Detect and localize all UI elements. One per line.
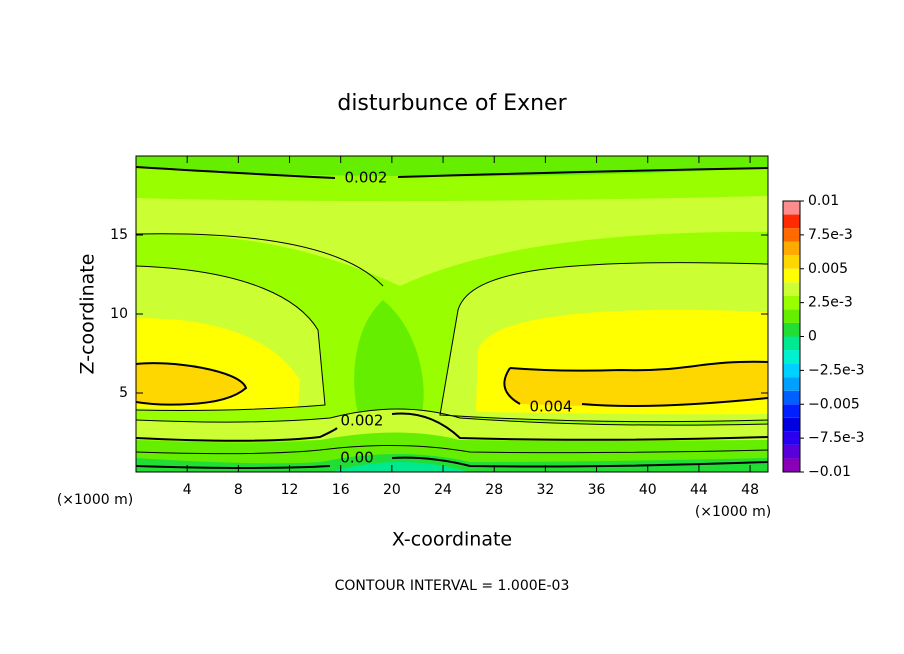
contour-fill [136,196,768,286]
contour-label: 0.004 [530,398,573,416]
contour-line [136,412,768,442]
x-tick-label: 48 [741,482,759,498]
x-tick-label: 28 [485,482,503,498]
contour-fill [330,462,470,472]
colorbar-band [783,295,800,310]
colorbar-band [783,350,800,364]
contour-fill [354,300,424,420]
colorbar-tick-label: −7.5e-3 [808,430,865,446]
contour-label: 0.00 [340,449,373,467]
colorbar-band [783,322,800,337]
contour-label: 0.002 [345,169,388,187]
contour-fill [504,361,768,406]
contour-line [136,360,768,407]
y-tick-label: 10 [110,306,128,322]
footer: CONTOUR INTERVAL = 1.000E-03 [335,578,570,594]
colorbar-band [783,228,800,242]
colorbar-band [783,309,800,323]
x-tick-label: 12 [281,482,299,498]
colorbar-band [783,431,800,445]
colorbar-band [783,390,800,405]
colorbar-band [783,336,800,351]
x-unit: (×1000 m) [695,504,771,520]
contour-label: 0.002 [341,412,384,430]
colorbar-tick-label: −0.01 [808,464,851,480]
colorbar-tick-label: 2.5e-3 [808,295,853,311]
contour-line [136,166,768,179]
colorbar-tick-label: 0.01 [808,193,839,209]
y-tick-label: 5 [119,385,128,401]
contour-line [136,408,768,455]
chart-title: disturbunce of Exner [337,91,567,116]
x-tick-label: 20 [383,482,401,498]
colorbar-tick-label: 0.005 [808,261,848,277]
x-axis-label: X-coordinate [392,529,512,551]
x-tick-label: 40 [639,482,657,498]
y-tick-label: 15 [110,227,128,243]
colorbar-band [783,282,800,296]
x-tick-label: 44 [690,482,708,498]
x-tick-label: 32 [536,482,554,498]
contour-line [136,456,768,469]
x-tick-label: 8 [234,482,243,498]
colorbar-band [783,201,800,215]
contour-fill [136,363,246,405]
field [136,156,768,472]
colorbar-band [783,363,800,378]
y-axis-label: Z-coordinate [77,254,99,375]
x-tick-label: 24 [434,482,452,498]
colorbar-band [783,404,800,418]
colorbar-band [783,458,800,472]
x-tick-label: 36 [588,482,606,498]
colorbar-tick-label: 7.5e-3 [808,227,853,243]
colorbar-band [783,268,800,283]
colorbar-tick-label: 0 [808,329,817,345]
contour-line [136,233,768,423]
x-tick-label: 4 [183,482,192,498]
colorbar-tick-label: −2.5e-3 [808,362,865,378]
colorbar-band [783,444,800,459]
contour-fill [136,409,768,440]
y-unit: (×1000 m) [57,492,133,508]
colorbar-band [783,377,800,391]
colorbar-tick-label: −0.005 [808,396,860,412]
colorbar-band [783,417,800,432]
colorbar-band [783,214,800,229]
colorbar-band [783,255,800,269]
x-tick-label: 16 [332,482,350,498]
colorbar-band [783,241,800,256]
